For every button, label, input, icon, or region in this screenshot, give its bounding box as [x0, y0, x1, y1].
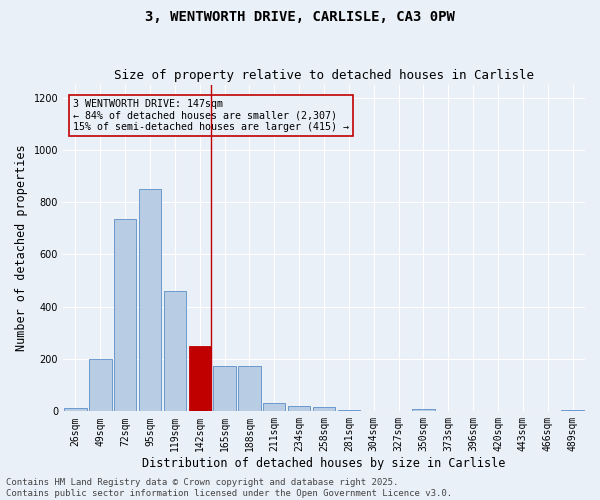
- Bar: [313, 408, 335, 412]
- Bar: [214, 366, 236, 412]
- Title: Size of property relative to detached houses in Carlisle: Size of property relative to detached ho…: [114, 69, 534, 82]
- Bar: [139, 189, 161, 412]
- Bar: [114, 219, 136, 412]
- Bar: [263, 404, 286, 411]
- X-axis label: Distribution of detached houses by size in Carlisle: Distribution of detached houses by size …: [142, 457, 506, 470]
- Bar: [562, 410, 584, 412]
- Text: 3, WENTWORTH DRIVE, CARLISLE, CA3 0PW: 3, WENTWORTH DRIVE, CARLISLE, CA3 0PW: [145, 10, 455, 24]
- Bar: [164, 291, 186, 412]
- Bar: [412, 409, 434, 412]
- Bar: [64, 408, 86, 412]
- Bar: [238, 366, 260, 412]
- Bar: [288, 406, 310, 411]
- Text: Contains HM Land Registry data © Crown copyright and database right 2025.
Contai: Contains HM Land Registry data © Crown c…: [6, 478, 452, 498]
- Text: 3 WENTWORTH DRIVE: 147sqm
← 84% of detached houses are smaller (2,307)
15% of se: 3 WENTWORTH DRIVE: 147sqm ← 84% of detac…: [73, 100, 349, 132]
- Y-axis label: Number of detached properties: Number of detached properties: [15, 144, 28, 352]
- Bar: [338, 410, 360, 412]
- Bar: [188, 346, 211, 412]
- Bar: [89, 359, 112, 412]
